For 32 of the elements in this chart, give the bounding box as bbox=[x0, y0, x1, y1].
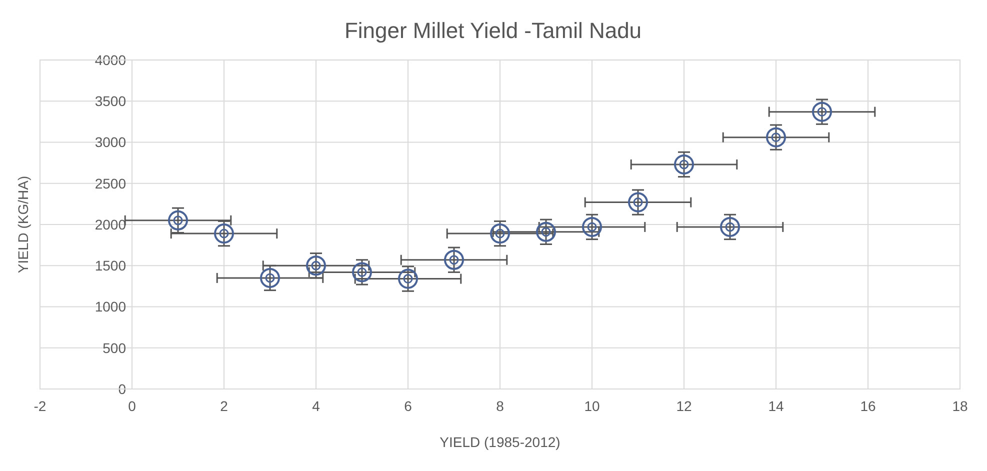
point bbox=[398, 268, 418, 289]
x-tick-label: 2 bbox=[220, 398, 228, 414]
point bbox=[306, 256, 326, 276]
x-tick-label: -2 bbox=[34, 398, 46, 414]
point bbox=[260, 268, 280, 288]
x-tick-label: 18 bbox=[952, 398, 968, 414]
point bbox=[766, 127, 786, 148]
y-tick-label: 2500 bbox=[94, 175, 126, 192]
point bbox=[214, 224, 234, 244]
x-tick-label: 12 bbox=[676, 398, 692, 414]
y-tick-label: 1000 bbox=[94, 298, 126, 315]
x-tick-label: 6 bbox=[404, 398, 412, 414]
point bbox=[582, 216, 602, 237]
x-tick-label: 16 bbox=[860, 398, 876, 414]
x-tick-label: 14 bbox=[768, 398, 784, 414]
x-axis-title: YIELD (1985-2012) bbox=[440, 434, 560, 450]
x-tick-label: 8 bbox=[496, 398, 504, 414]
chart-title: Finger Millet Yield -Tamil Nadu bbox=[344, 18, 642, 43]
y-axis-title: YIELD (KG/HA) bbox=[15, 176, 31, 274]
point bbox=[352, 262, 372, 282]
point bbox=[720, 216, 740, 237]
x-tick-label: 0 bbox=[128, 398, 136, 414]
y-tick-label: 500 bbox=[102, 340, 126, 356]
point bbox=[628, 192, 648, 212]
y-tick-label: 1500 bbox=[94, 258, 126, 274]
point bbox=[490, 224, 510, 244]
x-tick-label: 4 bbox=[312, 398, 320, 414]
point bbox=[674, 154, 694, 174]
y-tick-label: 3000 bbox=[94, 134, 126, 150]
y-tick-label: 3500 bbox=[94, 93, 126, 110]
x-tick-label: 10 bbox=[584, 398, 600, 414]
y-tick-label: 2000 bbox=[94, 216, 126, 232]
